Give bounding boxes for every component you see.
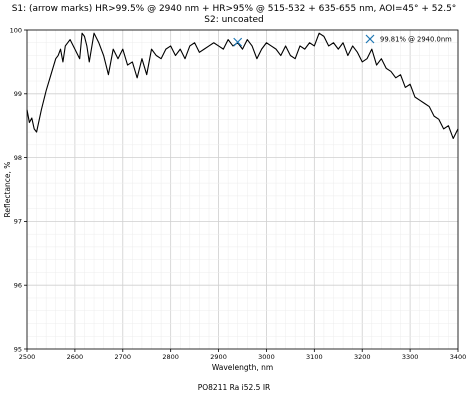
chart-subtitle: S2: uncoated xyxy=(204,15,264,25)
x-tick-label: 2900 xyxy=(210,353,227,361)
x-tick-label: 3300 xyxy=(402,353,419,361)
marker-layer xyxy=(233,37,243,47)
footer-label: PO8211 Ra i52.5 IR xyxy=(197,383,271,392)
marker-stroke xyxy=(233,37,243,47)
legend-entry: 99.81% @ 2940.0nm xyxy=(365,34,452,44)
chart-title: S1: (arrow marks) HR>99.5% @ 2940 nm + H… xyxy=(11,4,457,14)
legend: 99.81% @ 2940.0nm xyxy=(365,34,452,44)
y-tick-label: 97 xyxy=(14,218,22,226)
x-tick-label: 2600 xyxy=(67,353,84,361)
y-tick-label: 99 xyxy=(14,90,22,98)
series-layer xyxy=(26,32,459,140)
axes xyxy=(24,29,459,352)
x-axis-label: Wavelength, nm xyxy=(212,363,273,372)
y-axis-label: Reflectance, % xyxy=(3,162,12,218)
grid xyxy=(26,29,459,350)
y-tick-label: 95 xyxy=(14,345,22,353)
x-tick-label: 3000 xyxy=(258,353,275,361)
data-marker xyxy=(233,37,243,47)
series-line-0 xyxy=(26,32,459,140)
x-tick-label: 2500 xyxy=(19,353,36,361)
legend-label: 99.81% @ 2940.0nm xyxy=(380,36,452,44)
y-tick-label: 100 xyxy=(10,26,22,34)
legend-marker xyxy=(365,34,375,44)
y-tick-label: 96 xyxy=(14,282,22,290)
plot-frame xyxy=(26,29,459,350)
axis-labels: 2500 2600 2700 2800 2900 3000 3100 3200 3300 3400… xyxy=(3,26,466,372)
x-tick-label: 3200 xyxy=(354,353,371,361)
x-tick-label: 3400 xyxy=(450,353,467,361)
x-tick-label: 3100 xyxy=(306,353,323,361)
x-tick-label: 2700 xyxy=(115,353,132,361)
y-tick-label: 98 xyxy=(14,154,22,162)
x-tick-label: 2800 xyxy=(162,353,179,361)
